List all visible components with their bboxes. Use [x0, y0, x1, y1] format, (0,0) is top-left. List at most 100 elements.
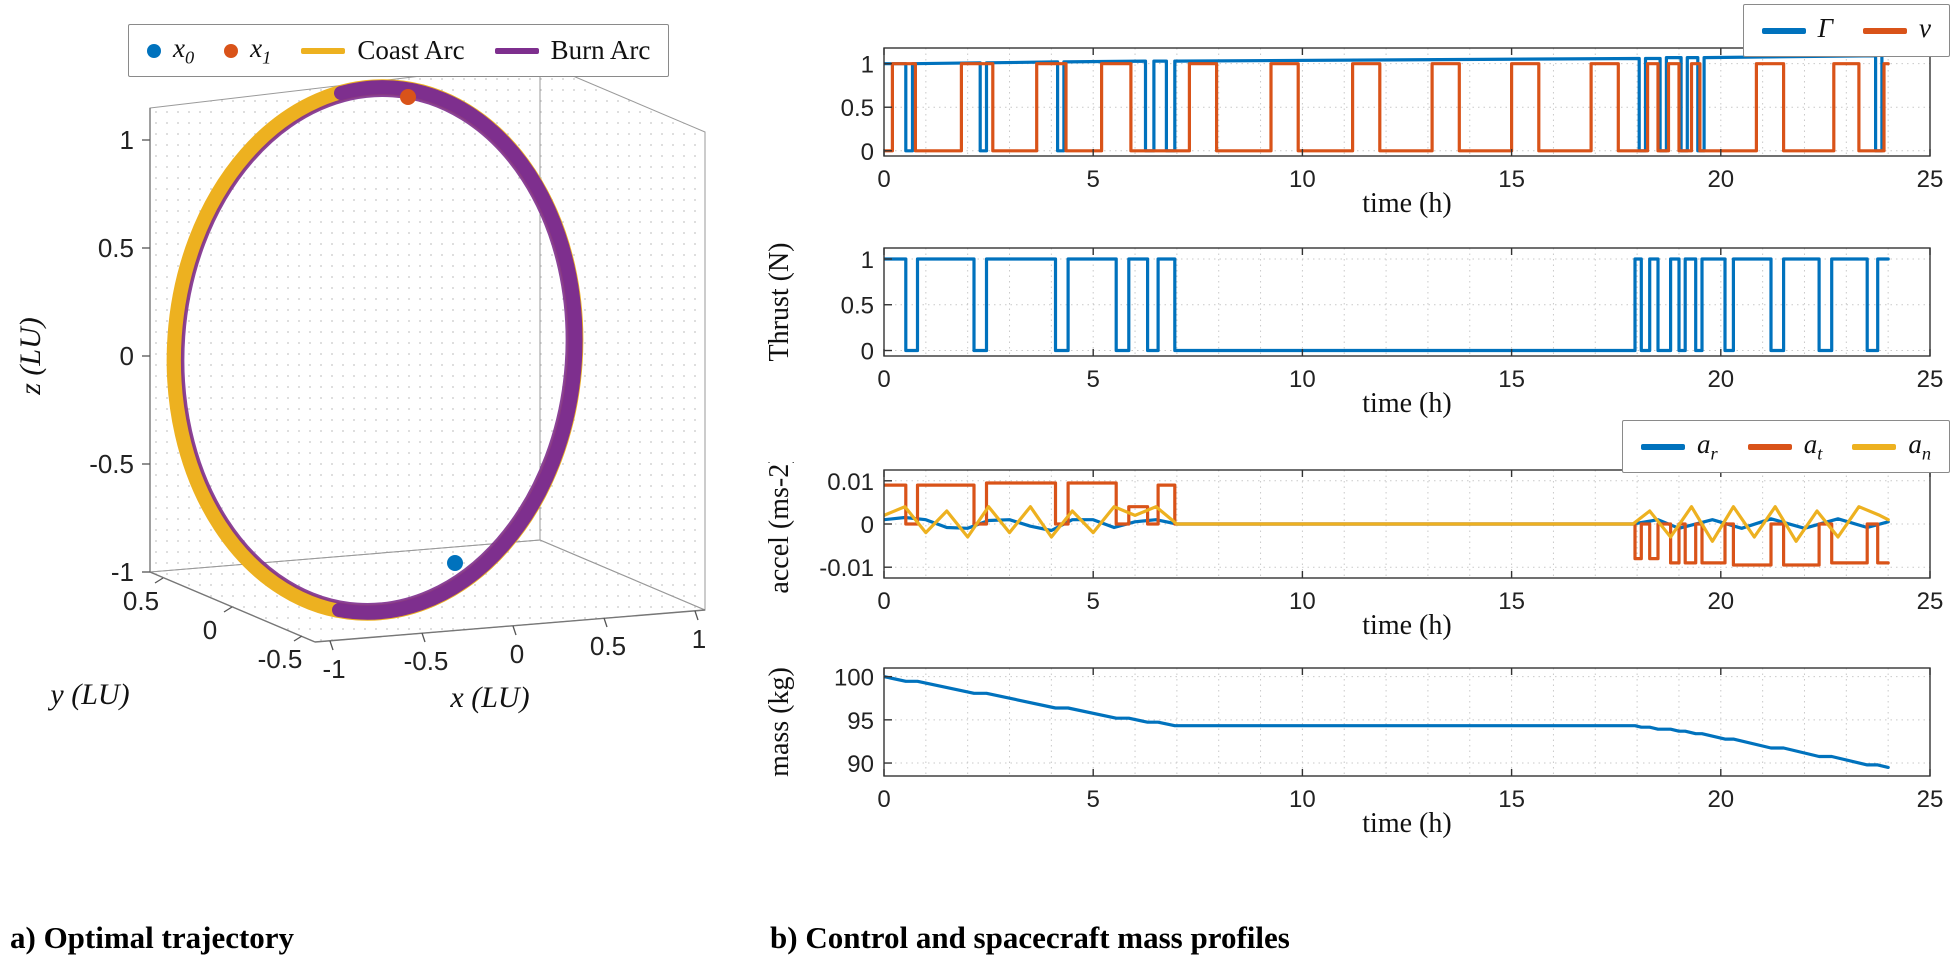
legend-entry-at: at — [1747, 429, 1823, 464]
legend-entry-an: an — [1852, 429, 1931, 464]
z-tick-label: 0 — [120, 341, 134, 371]
svg-text:100: 100 — [834, 665, 874, 692]
svg-text:15: 15 — [1498, 786, 1525, 813]
svg-text:25: 25 — [1917, 366, 1944, 393]
legend-entry-nu: ν — [1863, 13, 1931, 48]
svg-text:25: 25 — [1917, 786, 1944, 813]
svg-text:10: 10 — [1289, 366, 1316, 393]
svg-text:10: 10 — [1289, 166, 1316, 193]
svg-text:1: 1 — [861, 52, 874, 79]
x-tick-label: -0.5 — [404, 646, 449, 676]
trajectory-3d-plot: 1 0.5 0 -0.5 -1 -1 -0.5 0 0.5 1 0.5 0 - — [14, 61, 706, 714]
svg-text:0: 0 — [861, 139, 874, 166]
legend-entry-ar: ar — [1641, 429, 1718, 464]
z-tick-label: 1 — [120, 125, 134, 155]
caption-b: b) Control and spacecraft mass profiles — [770, 920, 1290, 955]
panel-a-trajectory: x0 x1 Coast Arc Burn Arc — [0, 0, 758, 974]
chart-thrust: 0 5 10 15 20 25 0 0.5 1 time (h) Thrust (N) — [764, 243, 1944, 419]
chart-mass: 0 5 10 15 20 25 90 95 100 time (h) mass (kg) — [764, 665, 1944, 839]
svg-text:5: 5 — [1087, 588, 1100, 615]
svg-text:10: 10 — [1289, 588, 1316, 615]
x1-marker — [400, 89, 416, 105]
svg-text:time (h): time (h) — [1362, 808, 1451, 839]
svg-text:95: 95 — [847, 708, 874, 735]
legend-label-burn: Burn Arc — [550, 35, 651, 66]
svg-text:0: 0 — [877, 366, 890, 393]
svg-text:20: 20 — [1707, 588, 1734, 615]
at-swatch — [1747, 443, 1792, 450]
chart-gamma-nu: 0 5 10 15 20 25 0 0.5 1 time (h) — [841, 47, 1943, 219]
x-axis-label: x (LU) — [449, 681, 529, 714]
svg-text:0: 0 — [877, 166, 890, 193]
z-tick-label: -0.5 — [89, 449, 134, 479]
svg-text:time (h): time (h) — [1362, 610, 1451, 641]
caption-a: a) Optimal trajectory — [10, 920, 295, 955]
legend-label-at: at — [1803, 429, 1823, 464]
svg-text:5: 5 — [1087, 166, 1100, 193]
svg-text:accel (ms-2): accel (ms-2) — [764, 462, 795, 594]
svg-text:time (h): time (h) — [1362, 188, 1451, 219]
svg-text:20: 20 — [1707, 786, 1734, 813]
svg-text:20: 20 — [1707, 366, 1734, 393]
svg-text:10: 10 — [1289, 786, 1316, 813]
coast-arc-swatch — [301, 47, 346, 54]
svg-text:0.5: 0.5 — [841, 293, 874, 320]
svg-text:0: 0 — [877, 588, 890, 615]
legend-entry-coast: Coast Arc — [301, 35, 465, 66]
svg-text:15: 15 — [1498, 366, 1525, 393]
z-axis-label: z (LU) — [14, 317, 47, 396]
svg-text:0: 0 — [861, 339, 874, 366]
x0-marker-swatch — [147, 43, 161, 58]
y-tick-label: -0.5 — [258, 644, 303, 674]
grid-wall-right — [539, 61, 706, 611]
ar-swatch — [1641, 443, 1686, 450]
x-tick-label: 1 — [692, 624, 706, 654]
x-tick-group — [329, 610, 699, 651]
svg-text:0.01: 0.01 — [827, 469, 874, 496]
x0-marker — [447, 555, 463, 571]
legend-label-x0: x0 — [173, 33, 195, 68]
gamma-swatch — [1761, 27, 1806, 34]
burn-arc-swatch — [494, 47, 539, 54]
svg-text:15: 15 — [1498, 588, 1525, 615]
legend-label-ar: ar — [1697, 429, 1718, 464]
legend-label-nu: ν — [1919, 13, 1931, 43]
legend-entry-x1: x1 — [224, 33, 271, 68]
y-tick-label: 0 — [203, 615, 217, 645]
svg-text:15: 15 — [1498, 166, 1525, 193]
nu-swatch — [1863, 27, 1908, 34]
svg-text:90: 90 — [847, 751, 874, 778]
legend-entry-burn: Burn Arc — [494, 35, 651, 66]
legend-entry-x0: x0 — [147, 33, 194, 68]
svg-text:20: 20 — [1707, 166, 1734, 193]
legend-label-coast: Coast Arc — [357, 35, 465, 66]
z-tick-label: 0.5 — [98, 233, 134, 263]
y-tick-group — [154, 577, 303, 642]
z-tick-group — [142, 139, 150, 573]
svg-text:0: 0 — [877, 786, 890, 813]
y-axis-label: y (LU) — [47, 678, 129, 711]
svg-text:0: 0 — [861, 512, 874, 539]
x-axis-line — [314, 609, 706, 643]
x1-marker-swatch — [224, 43, 239, 58]
legend-label-gamma: Γ — [1817, 13, 1834, 43]
x-tick-label: 0 — [510, 639, 524, 669]
accel-legend: ar at an — [1622, 420, 1950, 474]
svg-text:25: 25 — [1917, 588, 1944, 615]
panel-b-profiles: Γ ν 0 5 10 15 20 25 0 0.5 1 time (h) 0 5 10 15 20 25 0 0… — [760, 0, 1958, 974]
trajectory-legend: x0 x1 Coast Arc Burn Arc — [128, 24, 670, 78]
svg-text:1: 1 — [861, 247, 874, 274]
svg-text:5: 5 — [1087, 366, 1100, 393]
legend-label-x1: x1 — [250, 33, 272, 68]
z-tick-label: -1 — [111, 557, 134, 587]
svg-text:0.5: 0.5 — [841, 95, 874, 122]
y-tick-label: 0.5 — [123, 586, 159, 616]
svg-text:5: 5 — [1087, 786, 1100, 813]
svg-text:-0.01: -0.01 — [819, 555, 874, 582]
gamma-nu-legend: Γ ν — [1742, 4, 1950, 58]
y-axis-line — [149, 571, 316, 643]
burn-arc-inner-edge — [180, 93, 570, 607]
x-tick-label: 0.5 — [590, 631, 626, 661]
